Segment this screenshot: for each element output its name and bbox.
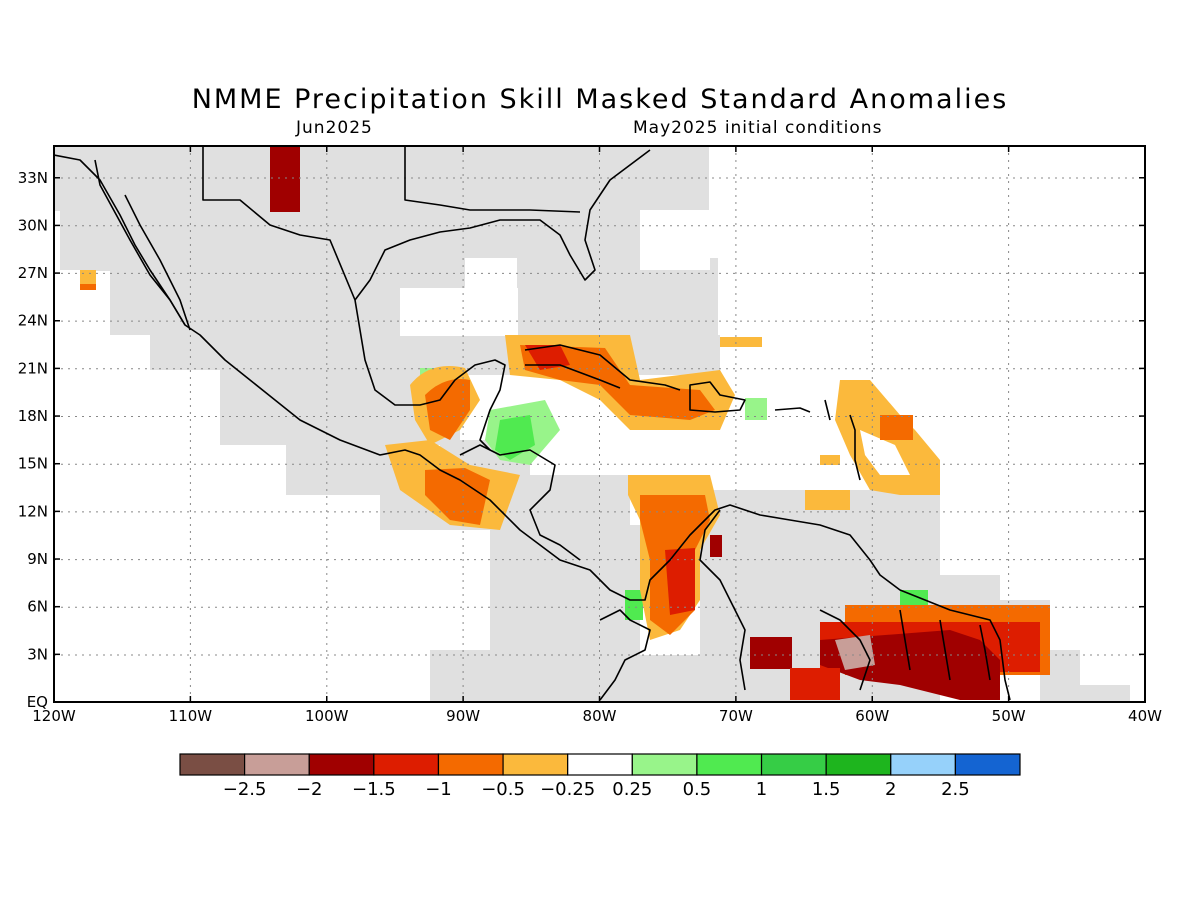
lat-label: 27N	[18, 264, 48, 282]
lon-label: 80W	[583, 707, 617, 725]
colorbar-swatch	[825, 753, 892, 776]
colorbar-label: 0.25	[612, 779, 652, 800]
initial-conditions: May2025 initial conditions	[633, 118, 883, 138]
colorbar-swatch	[696, 753, 763, 776]
colorbar-swatch	[890, 753, 956, 776]
colorbar-label: −2	[296, 779, 323, 800]
lon-label: 90W	[446, 707, 480, 725]
lon-label: 100W	[305, 707, 349, 725]
lon-label: 120W	[32, 707, 76, 725]
lat-label: 21N	[18, 359, 48, 377]
colorbar-swatch	[567, 753, 633, 776]
colorbar-label: 0.5	[683, 779, 712, 800]
lat-label: 18N	[18, 407, 48, 425]
colorbar-label: −0.25	[540, 779, 595, 800]
colorbar-swatch	[308, 753, 375, 776]
colorbar	[179, 753, 1021, 776]
lat-label: 15N	[18, 455, 48, 473]
lat-label: 12N	[18, 502, 48, 520]
colorbar-label: 2.5	[941, 779, 970, 800]
lat-label: 9N	[27, 550, 48, 568]
lon-label: 70W	[719, 707, 753, 725]
lat-label: 33N	[18, 169, 48, 187]
colorbar-swatch	[244, 753, 310, 776]
colorbar-swatch	[631, 753, 698, 776]
forecast-month: Jun2025	[296, 118, 373, 138]
colorbar-label: −2.5	[223, 779, 267, 800]
colorbar-swatch	[760, 753, 827, 776]
longitude-labels: 120W 110W 100W 90W 80W 70W 60W 50W 40W	[32, 707, 1162, 725]
colorbar-label: −1	[425, 779, 452, 800]
lat-label: 6N	[27, 598, 48, 616]
lon-label: 40W	[1128, 707, 1162, 725]
axis-ticks	[53, 146, 1146, 703]
lon-label: 110W	[169, 707, 213, 725]
colorbar-swatch	[179, 753, 246, 776]
colorbar-label: −1.5	[352, 779, 396, 800]
lon-label: 60W	[855, 707, 889, 725]
colorbar-labels: −2.5 −2 −1.5 −1 −0.5 −0.25 0.25 0.5 1 1.5 2 2.5	[223, 779, 970, 800]
lat-label: 3N	[27, 645, 48, 663]
lon-label: 50W	[992, 707, 1026, 725]
latitude-labels: 33N 30N 27N 24N 21N 18N 15N 12N 9N 6N 3N EQ	[18, 169, 48, 711]
lat-label: 30N	[18, 216, 48, 234]
colorbar-label: 2	[885, 779, 896, 800]
lat-label: EQ	[27, 693, 48, 711]
colorbar-label: 1.5	[812, 779, 841, 800]
dry-anomaly-regions	[80, 146, 1050, 700]
chart-title: NMME Precipitation Skill Masked Standard…	[191, 84, 1009, 115]
colorbar-swatch	[502, 753, 569, 776]
colorbar-label: −0.5	[481, 779, 525, 800]
colorbar-swatch	[954, 753, 1021, 776]
colorbar-swatch	[373, 753, 440, 776]
colorbar-swatch	[437, 753, 504, 776]
coastlines	[54, 146, 1011, 701]
colorbar-label: 1	[756, 779, 767, 800]
lat-label: 24N	[18, 312, 48, 330]
